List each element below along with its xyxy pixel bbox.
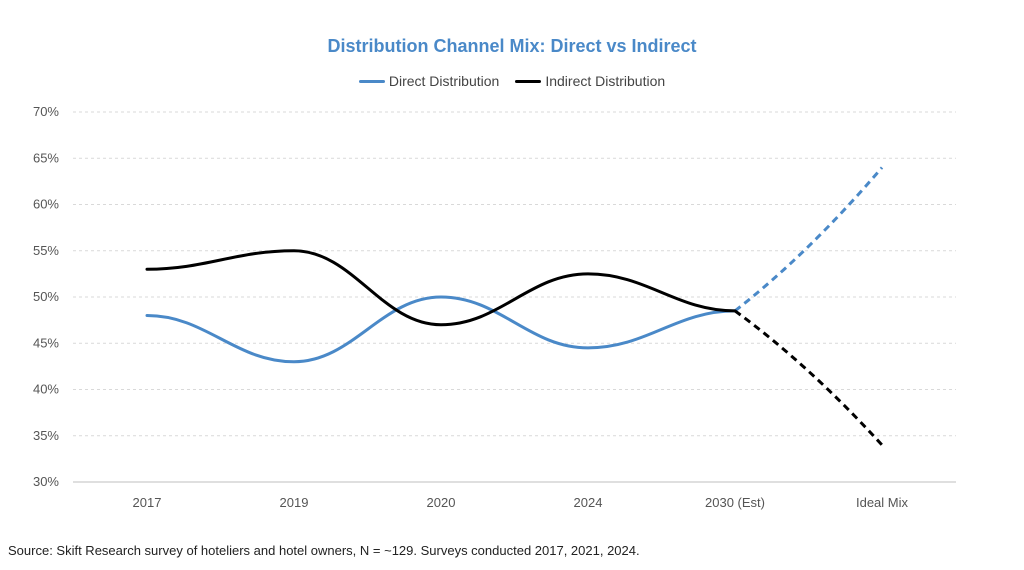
x-tick-label: 2020 xyxy=(427,495,456,510)
legend-label-direct: Direct Distribution xyxy=(388,73,500,89)
y-tick-label: 45% xyxy=(33,335,59,350)
legend-swatch-direct xyxy=(358,79,385,83)
x-tick-label: 2017 xyxy=(133,495,162,510)
legend-item-direct: Direct Distribution xyxy=(358,73,500,89)
y-tick-label: 70% xyxy=(33,104,59,119)
y-tick-label: 60% xyxy=(33,197,59,212)
legend-swatch-indirect xyxy=(515,79,542,83)
x-tick-label: Ideal Mix xyxy=(856,495,909,510)
chart-legend: Direct Distribution Indirect Distributio… xyxy=(0,73,1024,89)
legend-label-indirect: Indirect Distribution xyxy=(545,73,666,89)
y-tick-label: 30% xyxy=(33,474,59,489)
y-tick-label: 40% xyxy=(33,382,59,397)
legend-item-indirect: Indirect Distribution xyxy=(515,73,665,89)
x-tick-label: 2024 xyxy=(574,495,603,510)
x-tick-label: 2019 xyxy=(280,495,309,510)
x-tick-label: 2030 (Est) xyxy=(705,495,765,510)
series-line-direct xyxy=(145,295,737,364)
series-line-indirect xyxy=(145,249,737,327)
series-projection-direct xyxy=(734,166,884,313)
y-tick-label: 55% xyxy=(33,243,59,258)
chart-title: Distribution Channel Mix: Direct vs Indi… xyxy=(327,36,697,56)
source-note: Source: Skift Research survey of hotelie… xyxy=(8,543,640,558)
y-tick-label: 35% xyxy=(33,428,59,443)
series-projection-indirect xyxy=(734,309,884,447)
y-tick-label: 65% xyxy=(33,150,59,165)
y-tick-label: 50% xyxy=(33,289,59,304)
